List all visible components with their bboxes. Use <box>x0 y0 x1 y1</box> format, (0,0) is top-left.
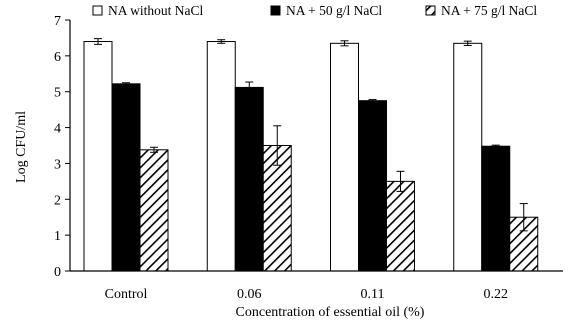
y-tick-label: 3 <box>54 157 61 172</box>
x-tick-label: 0.06 <box>237 287 262 302</box>
legend-label: NA + 50 g/l NaCl <box>286 3 382 18</box>
y-axis-ticks: 0 1 2 3 4 5 6 7 <box>54 14 70 280</box>
bar <box>206 41 236 272</box>
x-axis-label: Concentration of essential oil (%) <box>236 305 425 320</box>
y-tick-label: 1 <box>54 229 61 244</box>
bar <box>83 41 113 272</box>
bar <box>139 149 169 272</box>
x-tick-label: Control <box>105 287 148 302</box>
y-tick-label: 7 <box>54 14 61 29</box>
legend-label: NA + 75 g/l NaCl <box>441 3 537 18</box>
bar <box>358 100 387 272</box>
y-tick-label: 2 <box>54 193 61 208</box>
legend: NA without NaCl NA + 50 g/l NaCl NA + 75 g… <box>92 3 537 18</box>
y-tick-label: 0 <box>54 265 61 280</box>
bar <box>481 145 511 272</box>
x-tick-label: 0.22 <box>484 287 509 302</box>
bar <box>453 42 483 272</box>
bar <box>111 83 141 272</box>
error-bars <box>94 38 528 232</box>
bars <box>83 41 539 272</box>
y-tick-label: 4 <box>54 122 61 137</box>
legend-swatch <box>270 5 281 16</box>
bar <box>330 42 359 272</box>
bar <box>386 180 415 272</box>
y-tick-label: 5 <box>54 86 61 101</box>
y-tick-label: 6 <box>54 50 61 65</box>
bar <box>262 145 292 272</box>
legend-label: NA without NaCl <box>108 3 204 18</box>
legend-swatch <box>92 5 103 16</box>
axes <box>69 20 563 272</box>
x-axis-categories: Control 0.06 0.11 0.22 <box>105 287 508 302</box>
x-tick-label: 0.11 <box>361 287 385 302</box>
y-axis-label: Log CFU/ml <box>14 111 29 183</box>
bar <box>234 86 264 272</box>
legend-swatch <box>425 5 436 16</box>
